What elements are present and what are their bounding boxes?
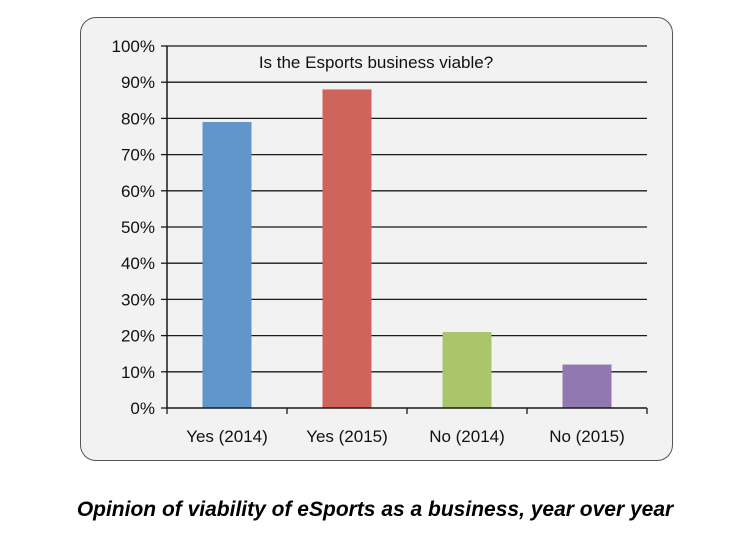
x-tick-label-4: No (2015): [549, 427, 625, 446]
x-tick-label-2: Yes (2015): [306, 427, 388, 446]
y-tick-label-40: 40%: [121, 254, 155, 273]
y-tick-label-70: 70%: [121, 146, 155, 165]
y-tick-label-0: 0%: [130, 399, 155, 418]
bars: [202, 89, 612, 409]
axes: [161, 45, 648, 414]
y-tick-label-80: 80%: [121, 109, 155, 128]
bar-yes-2015: [322, 89, 372, 408]
bar-no-2015: [562, 364, 612, 408]
bar-yes-2014: [202, 122, 252, 409]
x-tick-label-3: No (2014): [429, 427, 505, 446]
y-tick-label-20: 20%: [121, 327, 155, 346]
x-tick-label-1: Yes (2014): [186, 427, 268, 446]
y-tick-label-100: 100%: [112, 37, 155, 56]
chart-title: Is the Esports business viable?: [259, 53, 493, 72]
y-tick-label-50: 50%: [121, 218, 155, 237]
y-tick-label-90: 90%: [121, 73, 155, 92]
y-tick-label-30: 30%: [121, 290, 155, 309]
tick-labels: 0% 10% 20% 30% 40% 50% 60% 70% 80% 90% 100% Yes (20…: [112, 37, 625, 446]
y-tick-label-60: 60%: [121, 182, 155, 201]
y-tick-label-10: 10%: [121, 363, 155, 382]
bar-chart: 0% 10% 20% 30% 40% 50% 60% 70% 80% 90% 100% Yes (20…: [112, 37, 648, 446]
bar-no-2014: [442, 331, 492, 408]
figure-caption: Opinion of viability of eSports as a bus…: [76, 498, 674, 521]
